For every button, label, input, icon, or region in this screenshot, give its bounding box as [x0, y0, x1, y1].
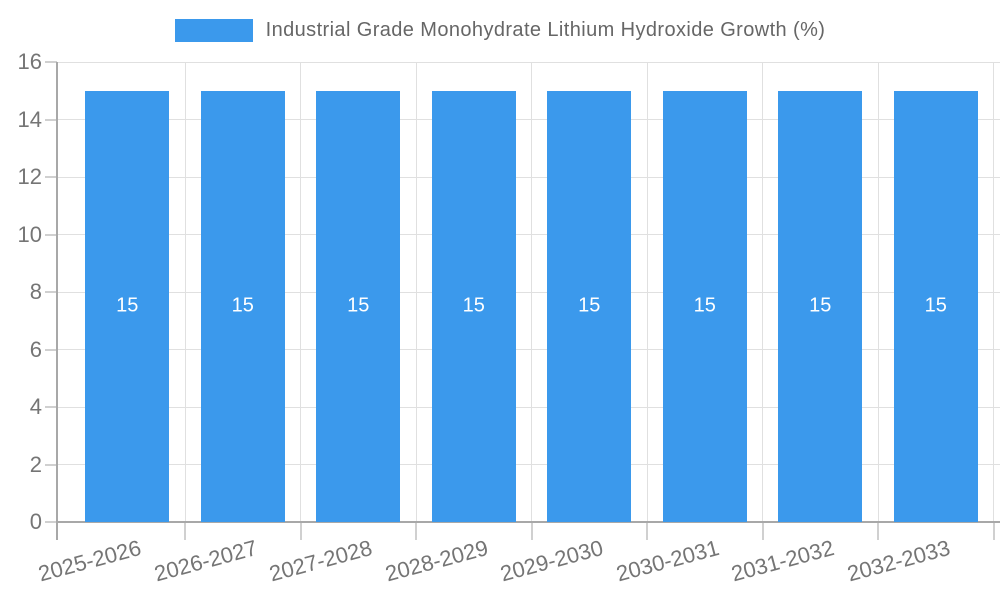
y-tick-mark — [45, 463, 57, 466]
bar: 15 — [200, 90, 285, 522]
bar: 15 — [316, 90, 401, 522]
bar-value-label: 15 — [462, 294, 485, 317]
y-gridline — [57, 291, 1000, 293]
x-tick-mark — [761, 522, 764, 540]
bar-value-label: 15 — [693, 294, 716, 317]
x-tick-label: 2025-2026 — [35, 535, 144, 587]
y-tick-label: 6 — [29, 336, 42, 362]
y-tick-label: 12 — [17, 164, 42, 189]
y-tick-label: 14 — [17, 106, 42, 132]
y-tick-label: 10 — [17, 221, 42, 247]
bar-value-label: 15 — [578, 294, 601, 317]
x-tick-label: 2026-2027 — [151, 535, 260, 587]
y-gridline — [57, 234, 1000, 235]
x-tick-mark — [992, 522, 995, 540]
bar-value-label: 15 — [116, 294, 139, 317]
y-gridline — [57, 464, 1000, 465]
x-tick-label: 2027-2028 — [266, 535, 375, 587]
x-gridline — [993, 62, 994, 522]
x-gridline — [415, 62, 417, 522]
chart-legend: Industrial Grade Monohydrate Lithium Hyd… — [0, 19, 1000, 42]
bar: 15 — [85, 90, 170, 522]
x-tick-mark — [877, 522, 879, 540]
bar-value-label: 15 — [809, 294, 832, 317]
bar: 15 — [662, 90, 747, 522]
x-tick-mark — [184, 522, 186, 540]
x-tick-mark — [530, 522, 533, 540]
x-gridline — [531, 62, 532, 522]
y-tick-label: 8 — [29, 279, 42, 304]
bar: 15 — [547, 90, 632, 522]
y-tick-mark — [45, 233, 57, 236]
x-axis-line — [57, 521, 1000, 523]
y-tick-mark — [45, 176, 57, 178]
x-gridline — [300, 62, 301, 522]
x-tick-mark — [646, 522, 648, 540]
x-tick-mark — [299, 522, 302, 540]
x-tick-label: 2029-2030 — [497, 535, 606, 587]
y-tick-label: 4 — [29, 394, 42, 419]
y-tick-label: 16 — [17, 49, 42, 74]
y-gridline — [57, 61, 1000, 63]
x-tick-label: 2030-2031 — [613, 535, 722, 587]
bar: 15 — [431, 90, 516, 522]
y-tick-mark — [45, 348, 57, 351]
x-gridline — [877, 62, 879, 522]
y-gridline — [57, 176, 1000, 178]
y-gridline — [57, 406, 1000, 408]
y-tick-mark — [45, 291, 57, 293]
y-tick-mark — [45, 521, 57, 523]
x-tick-mark — [415, 522, 417, 540]
x-gridline — [646, 62, 648, 522]
legend-label: Industrial Grade Monohydrate Lithium Hyd… — [265, 19, 826, 41]
y-tick-mark — [45, 406, 57, 408]
legend-swatch — [174, 19, 253, 42]
y-tick-mark — [45, 61, 57, 63]
x-tick-label: 2031-2032 — [728, 535, 837, 587]
y-gridline — [57, 349, 1000, 350]
bar: 15 — [893, 90, 978, 522]
bar-value-label: 15 — [231, 294, 254, 317]
x-tick-label: 2032-2033 — [844, 535, 953, 587]
bar-value-label: 15 — [924, 294, 947, 317]
y-tick-label: 0 — [29, 509, 42, 534]
y-tick-mark — [45, 118, 57, 121]
y-gridline — [57, 119, 1000, 120]
y-axis-line — [56, 62, 58, 540]
x-tick-label: 2028-2029 — [382, 535, 491, 587]
bar-value-label: 15 — [347, 294, 370, 317]
y-tick-label: 2 — [29, 451, 42, 477]
x-gridline — [762, 62, 763, 522]
x-gridline — [184, 62, 186, 522]
bar: 15 — [778, 90, 863, 522]
